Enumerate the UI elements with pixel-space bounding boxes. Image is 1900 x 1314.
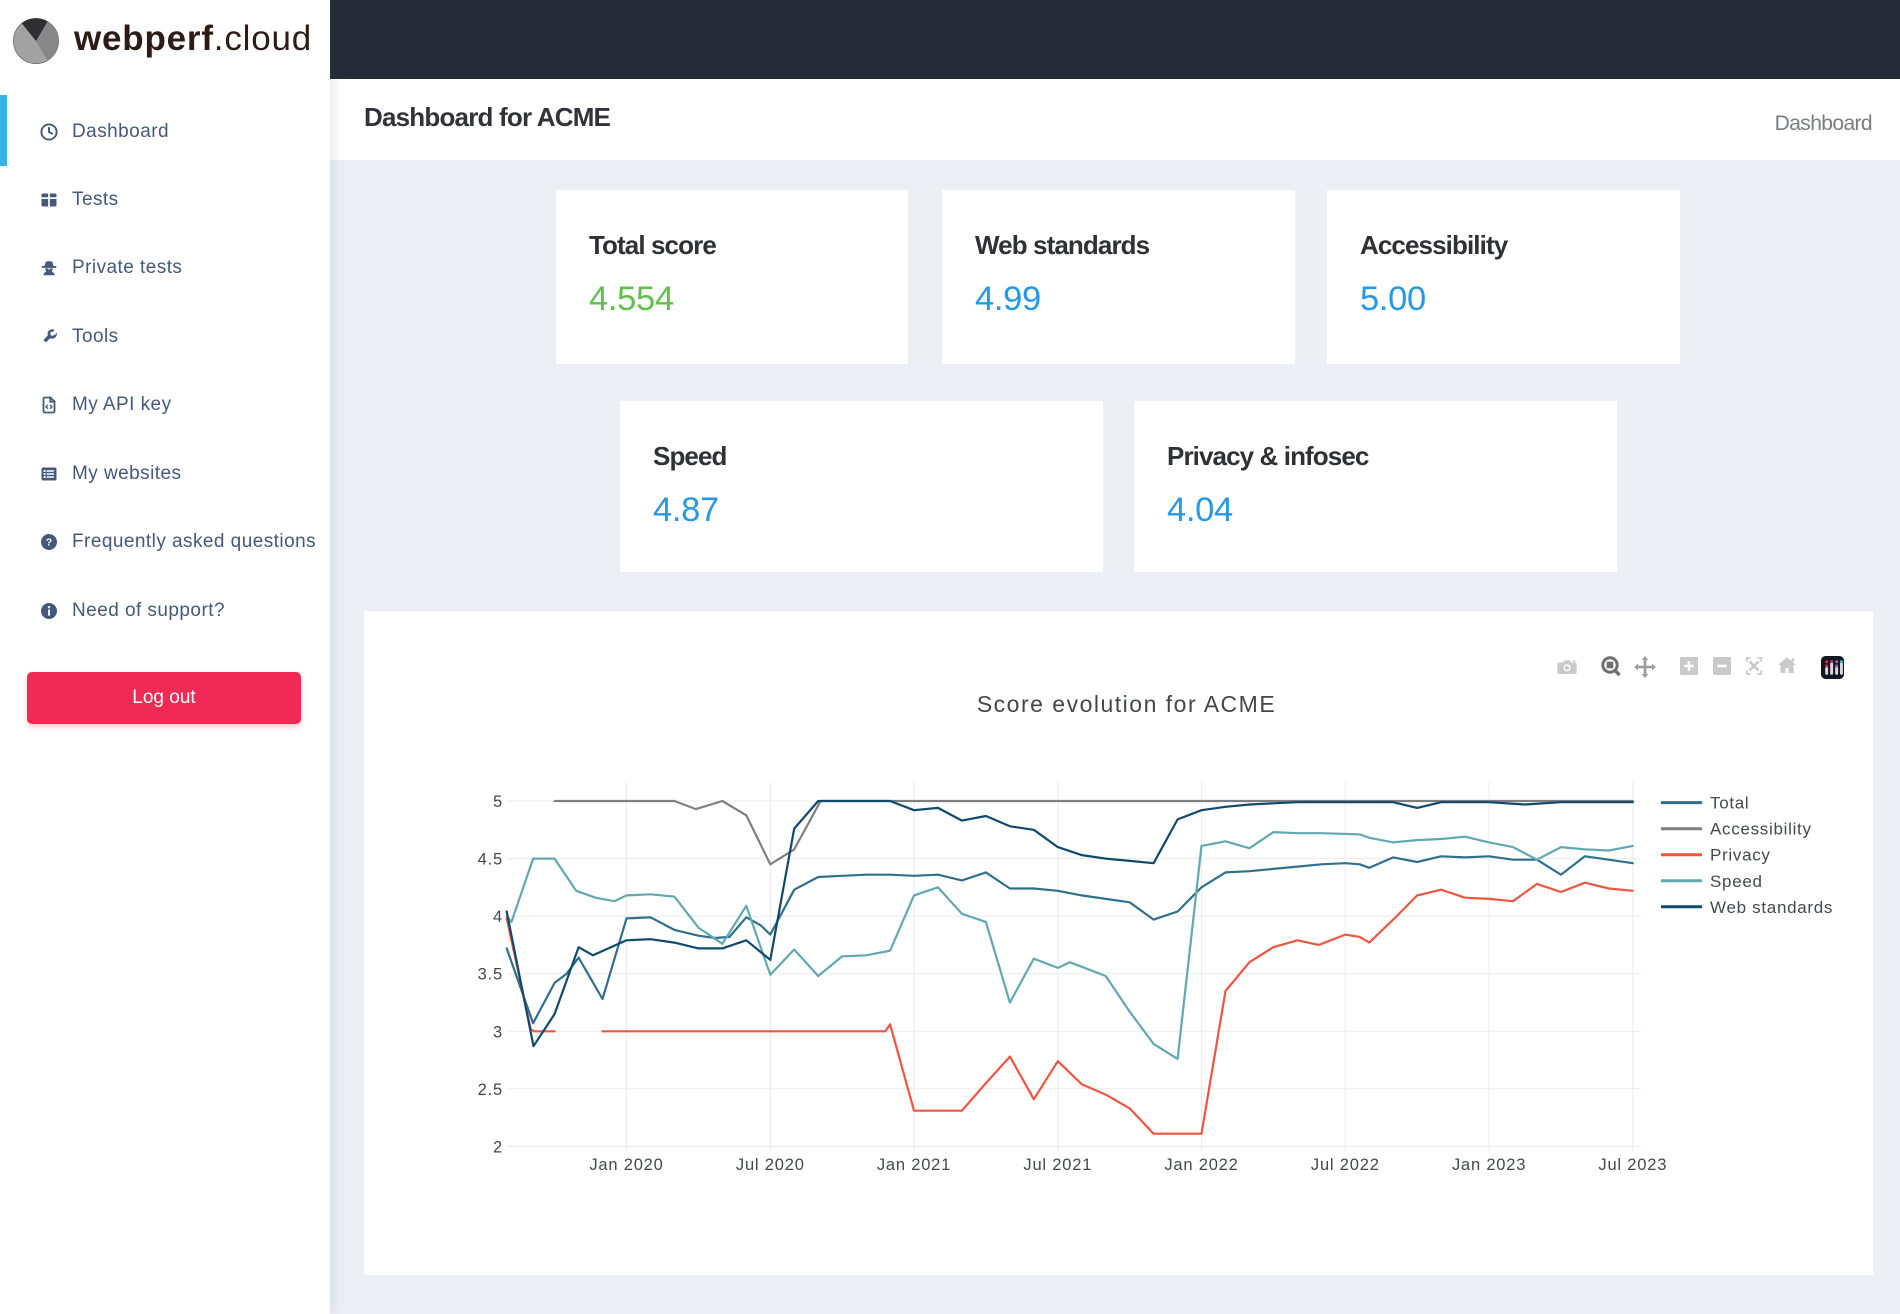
svg-text:4.5: 4.5 <box>478 851 503 869</box>
svg-text:Total: Total <box>1710 794 1749 813</box>
svg-text:Jan 2022: Jan 2022 <box>1164 1156 1238 1174</box>
svg-text:Accessibility: Accessibility <box>1710 820 1812 839</box>
svg-text:2.5: 2.5 <box>478 1081 503 1099</box>
svg-text:Jul 2021: Jul 2021 <box>1023 1156 1092 1174</box>
svg-text:Web standards: Web standards <box>1710 898 1833 917</box>
svg-text:?: ? <box>46 537 52 549</box>
svg-text:3.5: 3.5 <box>478 966 503 984</box>
svg-text:Jul 2022: Jul 2022 <box>1311 1156 1380 1174</box>
svg-text:5: 5 <box>493 793 503 811</box>
svg-text:Jan 2020: Jan 2020 <box>589 1156 663 1174</box>
svg-text:Jul 2020: Jul 2020 <box>736 1156 805 1174</box>
svg-text:Privacy: Privacy <box>1710 846 1771 865</box>
svg-text:4: 4 <box>493 908 503 926</box>
svg-text:Jan 2021: Jan 2021 <box>877 1156 951 1174</box>
svg-text:2: 2 <box>493 1138 503 1156</box>
svg-text:Jan 2023: Jan 2023 <box>1452 1156 1526 1174</box>
svg-text:3: 3 <box>493 1023 503 1041</box>
svg-text:Jul 2023: Jul 2023 <box>1598 1156 1667 1174</box>
svg-text:Speed: Speed <box>1710 872 1763 891</box>
